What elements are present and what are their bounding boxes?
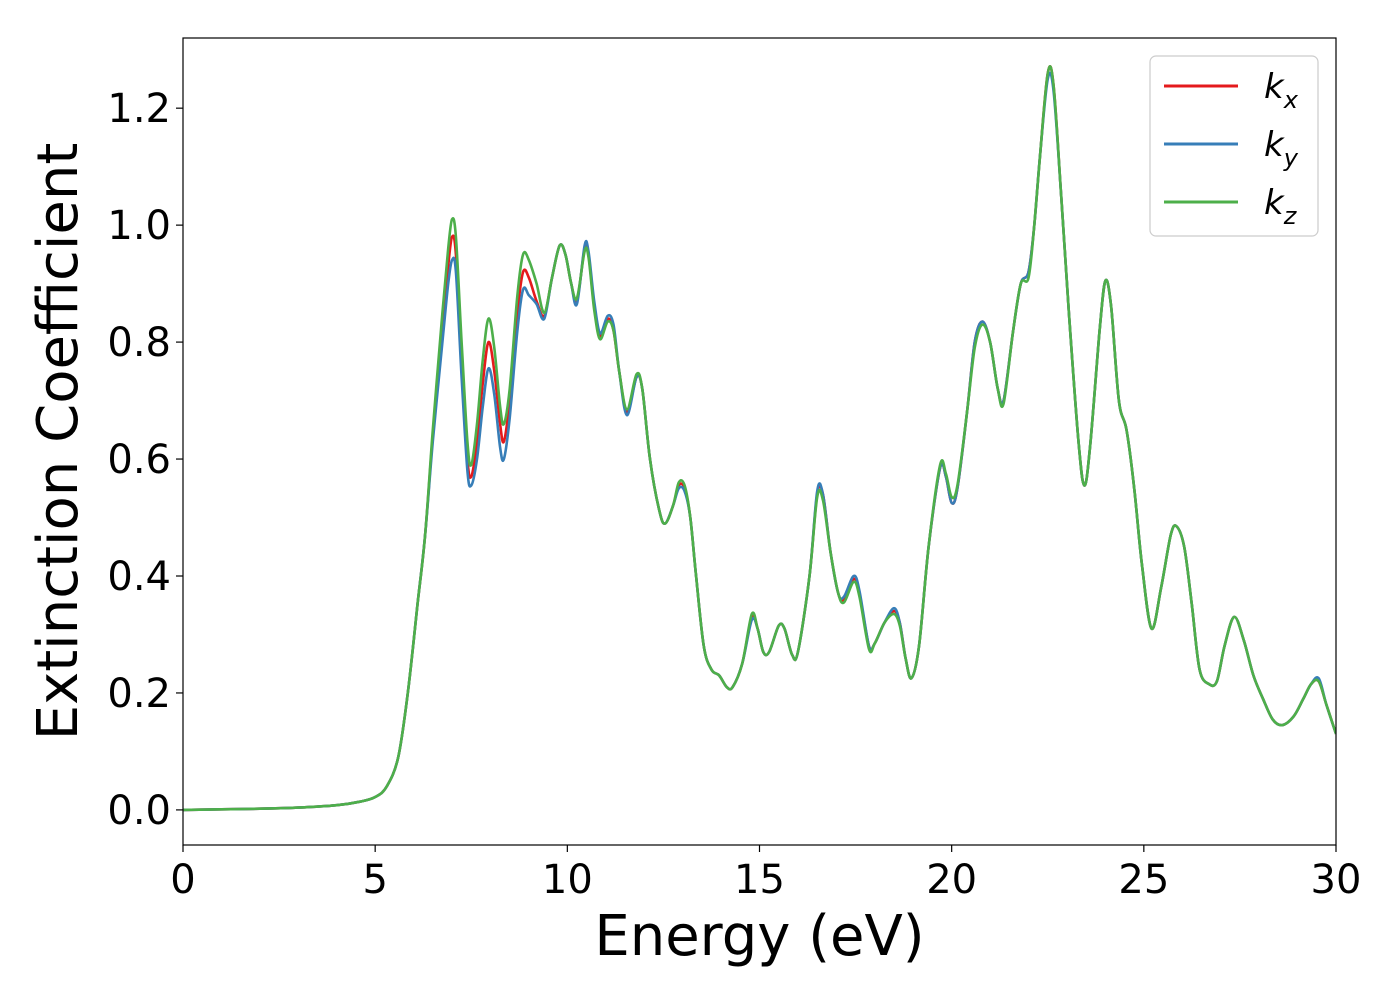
x-tick-label: 25 [1118,857,1169,903]
legend-item-z: kz [1164,183,1298,230]
legend: kx ky kz [1149,55,1319,237]
x-tick-label: 10 [542,857,593,903]
y-tick-label: 1.0 [107,203,171,249]
ticks-layer: 0 5 10 15 20 25 30 0.0 0.2 0.4 0.6 0.8 1.0 1.2 [107,86,1361,903]
y-tick-label: 0.6 [107,437,171,483]
x-tick-label: 20 [926,857,977,903]
x-tick-label: 0 [170,857,195,903]
legend-label: kz [1264,183,1298,230]
y-axis-title: Extinction Coefficient [26,143,91,741]
x-tick-label: 30 [1311,857,1362,903]
x-tick-label: 5 [362,857,387,903]
y-tick-label: 0.4 [107,554,171,600]
legend-box [1149,55,1319,237]
series-line-k-z [183,64,1336,812]
legend-label: ky [1264,125,1299,172]
y-tick-label: 0.8 [107,320,171,366]
y-tick-label: 1.2 [107,86,171,132]
legend-item-y: ky [1164,125,1299,172]
x-axis-title: Energy (eV) [594,904,924,969]
y-tick-label: 0.2 [107,671,171,717]
series-layer [183,64,1336,812]
legend-item-x: kx [1164,67,1299,114]
legend-label: kx [1264,67,1299,114]
y-tick-label: 0.0 [107,788,171,834]
x-tick-label: 15 [734,857,785,903]
